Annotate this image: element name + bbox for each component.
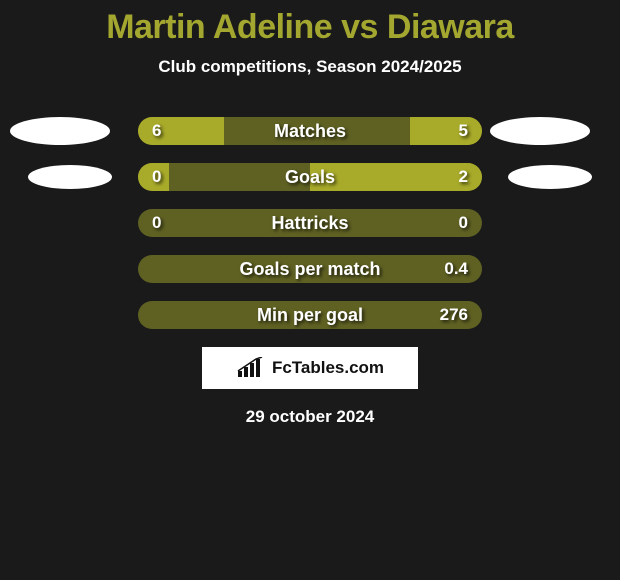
decor-ellipse	[508, 165, 592, 189]
decor-ellipse	[10, 117, 110, 145]
brand-text: FcTables.com	[272, 358, 384, 378]
page-subtitle: Club competitions, Season 2024/2025	[0, 57, 620, 77]
left-value: 0	[138, 163, 161, 191]
right-value: 0.4	[444, 255, 482, 283]
bar-track	[138, 209, 482, 237]
decor-ellipse	[28, 165, 112, 189]
stat-row: 00Hattricks	[0, 209, 620, 237]
brand-icon	[236, 357, 266, 379]
left-value: 0	[138, 209, 161, 237]
stat-row: 276Min per goal	[0, 301, 620, 329]
page-title: Martin Adeline vs Diawara	[0, 0, 620, 47]
bar-track	[138, 255, 482, 283]
right-value: 2	[459, 163, 482, 191]
right-value: 276	[440, 301, 482, 329]
left-value: 6	[138, 117, 161, 145]
brand-badge: FcTables.com	[202, 347, 418, 389]
decor-ellipse	[490, 117, 590, 145]
right-value: 5	[459, 117, 482, 145]
stat-row: 0.4Goals per match	[0, 255, 620, 283]
right-value: 0	[459, 209, 482, 237]
date-label: 29 october 2024	[0, 407, 620, 427]
bar-right-fill	[310, 163, 482, 191]
comparison-chart: 65Matches02Goals00Hattricks0.4Goals per …	[0, 117, 620, 329]
bar-track	[138, 301, 482, 329]
